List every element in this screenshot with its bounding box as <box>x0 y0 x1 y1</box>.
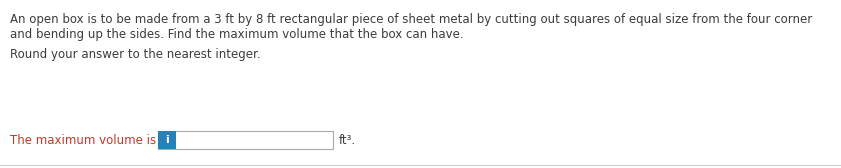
Text: and bending up the sides. Find the maximum volume that the box can have.: and bending up the sides. Find the maxim… <box>10 28 463 41</box>
FancyBboxPatch shape <box>158 131 333 149</box>
Text: ft³.: ft³. <box>339 134 356 146</box>
Text: i: i <box>165 135 169 145</box>
Text: An open box is to be made from a 3 ft by 8 ft rectangular piece of sheet metal b: An open box is to be made from a 3 ft by… <box>10 13 812 26</box>
FancyBboxPatch shape <box>158 131 176 149</box>
Text: Round your answer to the nearest integer.: Round your answer to the nearest integer… <box>10 48 261 61</box>
Text: The maximum volume is: The maximum volume is <box>10 134 160 146</box>
